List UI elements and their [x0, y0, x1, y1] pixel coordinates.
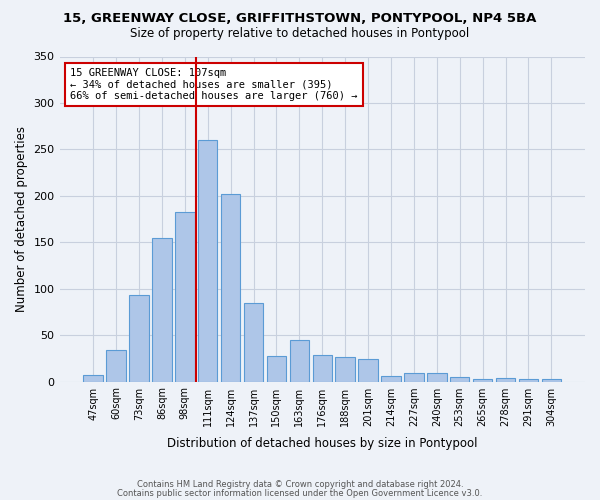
Bar: [519, 378, 538, 382]
Bar: [106, 350, 126, 382]
Text: Size of property relative to detached houses in Pontypool: Size of property relative to detached ho…: [130, 28, 470, 40]
Bar: [473, 378, 493, 382]
Bar: [267, 356, 286, 382]
Bar: [427, 373, 446, 382]
Bar: [244, 302, 263, 382]
Bar: [381, 376, 401, 382]
Bar: [313, 354, 332, 382]
Bar: [221, 194, 241, 382]
Bar: [129, 295, 149, 382]
Text: Contains HM Land Registry data © Crown copyright and database right 2024.: Contains HM Land Registry data © Crown c…: [137, 480, 463, 489]
Bar: [175, 212, 194, 382]
Bar: [335, 358, 355, 382]
Bar: [496, 378, 515, 382]
Bar: [404, 373, 424, 382]
Bar: [198, 140, 217, 382]
Text: 15 GREENWAY CLOSE: 107sqm
← 34% of detached houses are smaller (395)
66% of semi: 15 GREENWAY CLOSE: 107sqm ← 34% of detac…: [70, 68, 358, 101]
Bar: [358, 359, 378, 382]
Text: 15, GREENWAY CLOSE, GRIFFITHSTOWN, PONTYPOOL, NP4 5BA: 15, GREENWAY CLOSE, GRIFFITHSTOWN, PONTY…: [64, 12, 536, 26]
X-axis label: Distribution of detached houses by size in Pontypool: Distribution of detached houses by size …: [167, 437, 478, 450]
Bar: [152, 238, 172, 382]
Bar: [290, 340, 309, 382]
Y-axis label: Number of detached properties: Number of detached properties: [15, 126, 28, 312]
Bar: [83, 375, 103, 382]
Bar: [450, 377, 469, 382]
Text: Contains public sector information licensed under the Open Government Licence v3: Contains public sector information licen…: [118, 488, 482, 498]
Bar: [542, 378, 561, 382]
